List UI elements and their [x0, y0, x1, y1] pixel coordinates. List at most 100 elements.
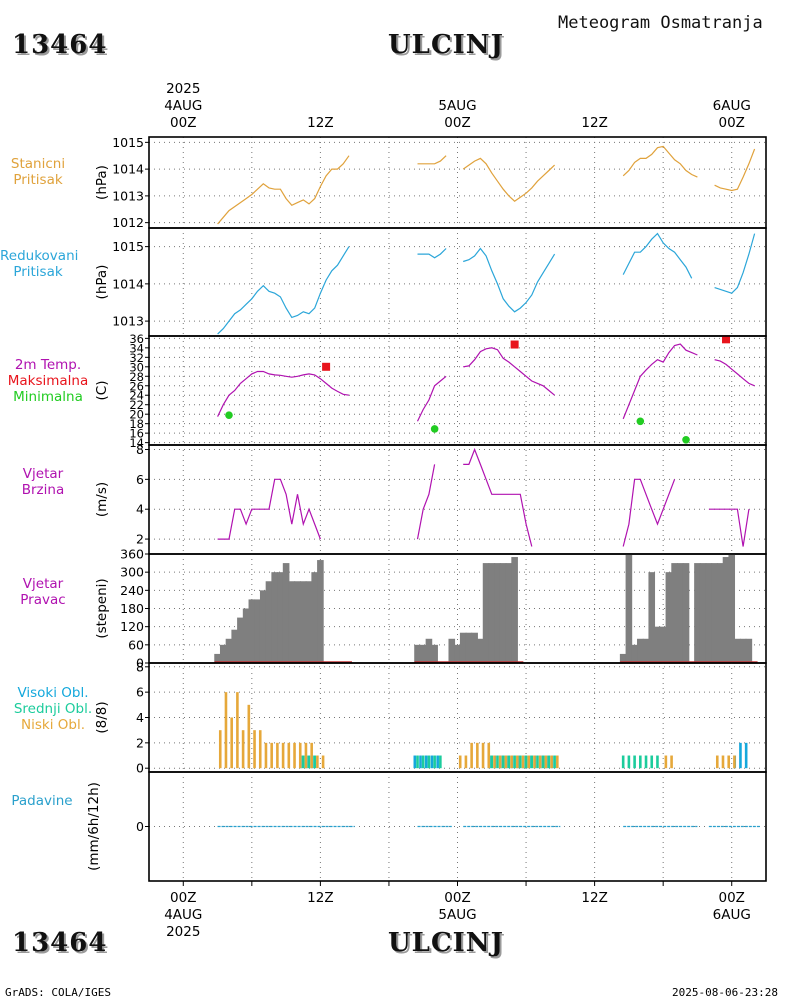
low-cloud-bar — [733, 755, 736, 769]
y-tick-label: 1015 — [112, 135, 144, 150]
low-cloud-bar — [264, 742, 268, 769]
low-cloud-bar — [533, 755, 536, 769]
mid-cloud-bar — [501, 755, 505, 769]
wind-direction-bar — [494, 563, 501, 663]
mid-cloud-bar — [633, 755, 636, 769]
low-cloud-bar — [556, 755, 559, 769]
date-label-bottom: 4AUG — [164, 907, 202, 923]
wind-direction-bar — [294, 581, 301, 663]
low-cloud-bar — [498, 755, 502, 769]
low-cloud-bar — [481, 742, 485, 769]
low-cloud-bar — [281, 742, 285, 769]
wind-direction-bar — [745, 638, 753, 663]
low-cloud-bar — [230, 717, 233, 769]
reduced-pressure-series-line — [714, 233, 756, 294]
mid-cloud-bar — [496, 755, 499, 769]
mid-cloud-bar — [627, 755, 631, 769]
high-cloud-bar — [436, 755, 439, 769]
high-cloud-bar — [430, 755, 434, 769]
wind-direction-bar — [448, 638, 456, 663]
wind-direction-bar — [699, 563, 707, 663]
low-cloud-bar — [321, 755, 325, 769]
low-cloud-bar — [670, 755, 673, 769]
label-line: Padavine — [11, 793, 73, 809]
wind-direction-bar — [419, 644, 427, 663]
y-axis-unit: (hPa) — [94, 265, 110, 300]
wind-direction-bar — [659, 626, 667, 663]
low-cloud-bar — [510, 755, 513, 769]
mid-cloud-bar — [301, 755, 305, 769]
y-tick-label: 2 — [136, 532, 144, 547]
low-cloud-bar — [236, 692, 239, 769]
low-cloud-bar — [527, 755, 531, 769]
wind-direction-bar — [271, 572, 278, 663]
reduced-pressure-series-line — [622, 232, 693, 279]
wind-direction-bar — [305, 581, 313, 663]
date-label-top: 5AUG — [438, 98, 476, 114]
low-cloud-bar — [247, 704, 251, 769]
wind-speed-series-line — [463, 447, 533, 547]
low-cloud-bar — [516, 755, 519, 769]
wind-direction-bar — [637, 638, 644, 663]
station-id-top: 13464 — [12, 30, 108, 60]
y-tick-label: 0 — [136, 656, 144, 671]
mid-cloud-bar — [519, 755, 522, 769]
y-axis-unit: (m/s) — [94, 482, 110, 517]
low-cloud-bar — [487, 742, 491, 769]
y-tick-label: 16 — [129, 427, 144, 441]
station-id-bottom: 13464 — [12, 928, 108, 958]
label-line: Minimalna — [13, 389, 83, 405]
y-tick-label: 8 — [136, 659, 144, 674]
time-label-bottom: 00Z — [444, 890, 470, 906]
low-cloud-bar — [727, 755, 731, 769]
time-label-bottom: 00Z — [170, 890, 196, 906]
mid-cloud-bar — [621, 755, 625, 769]
high-cloud-bar — [739, 742, 742, 769]
wind-direction-bar — [705, 563, 713, 663]
reduced-pressure-series-line — [463, 247, 556, 313]
low-cloud-bar — [664, 755, 668, 769]
wind-direction-bar — [671, 563, 678, 663]
wind-direction-bar — [459, 632, 467, 663]
year-label-top: 2025 — [166, 81, 200, 97]
station-pressure-series-line — [217, 155, 350, 225]
label-line: Maksimalna — [7, 373, 89, 389]
wind-direction-bar — [499, 563, 507, 663]
y-axis-unit: (mm/6h/12h) — [86, 782, 102, 871]
low-cloud-bar — [310, 742, 313, 769]
mid-cloud-bar — [530, 755, 534, 769]
y-tick-label: 34 — [129, 341, 144, 355]
y-tick-label: 1012 — [112, 215, 144, 230]
wind-direction-bar — [225, 638, 233, 663]
time-label-bottom: 12Z — [581, 890, 607, 906]
station-pressure-series-line — [417, 155, 447, 165]
temperature-series-line — [714, 359, 755, 387]
y-tick-label: 36 — [129, 332, 144, 346]
mid-cloud-bar — [421, 755, 425, 769]
wind-direction-bar — [694, 563, 701, 663]
wind-direction-bar — [722, 557, 730, 663]
y-tick-label: 32 — [129, 351, 144, 365]
label-line: Vjetar — [22, 466, 64, 482]
mid-cloud-bar — [536, 755, 539, 769]
panel-frame — [148, 335, 767, 446]
low-cloud-bar — [241, 730, 245, 769]
low-cloud-bar — [218, 730, 222, 769]
temperature-series-line — [217, 370, 350, 417]
y-axis-unit: (8/8) — [94, 701, 110, 733]
y-tick-label: 1014 — [112, 276, 144, 291]
wind-direction-bar — [471, 632, 478, 663]
low-cloud-bar — [544, 755, 548, 769]
temperature-series-line — [622, 343, 698, 420]
wind-direction-bar — [682, 563, 690, 663]
high-cloud-bar — [413, 755, 417, 769]
mid-cloud-bar — [656, 755, 659, 769]
station-name-bottom: ULCINJ — [388, 928, 504, 958]
low-cloud-bar — [538, 755, 542, 769]
mid-cloud-bar — [427, 755, 431, 769]
wind-direction-bar — [465, 632, 473, 663]
label-line: Stanicni — [10, 156, 66, 172]
y-axis-unit: (stepeni) — [94, 578, 110, 638]
mid-cloud-bar — [524, 755, 528, 769]
label-wind-direction: Vjetar Pravac — [0, 576, 86, 608]
